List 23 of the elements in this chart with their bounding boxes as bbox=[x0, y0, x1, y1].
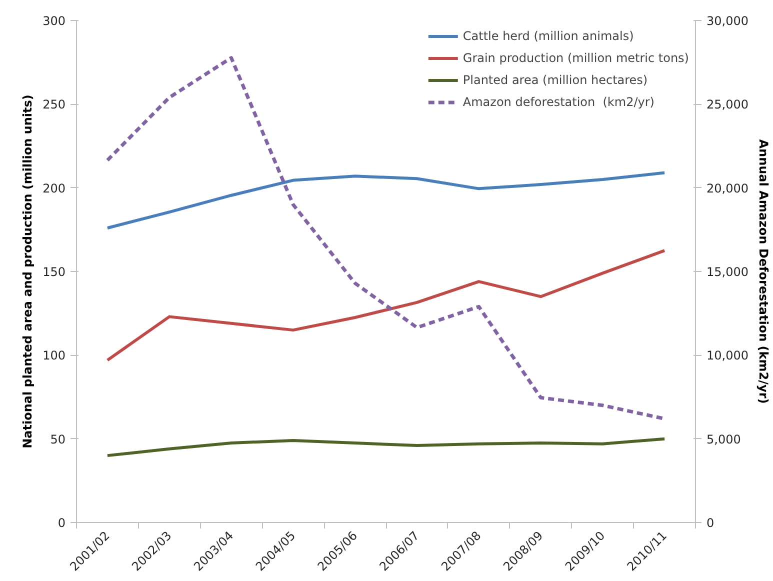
y2-tick-label: 10,000 bbox=[706, 348, 748, 363]
y2-tick-label: 25,000 bbox=[706, 98, 748, 112]
y2-tick-label: 30,000 bbox=[706, 14, 748, 28]
y-tick-label: 250 bbox=[42, 98, 66, 112]
legend-label: Grain production (million metric tons) bbox=[462, 51, 689, 65]
line-series bbox=[106, 171, 666, 230]
y-tick-label: 0 bbox=[58, 516, 66, 530]
y-tick-label: 100 bbox=[42, 348, 66, 363]
y2-axis-title: Annual Amazon Deforestation (km2/yr) bbox=[756, 139, 770, 404]
y2-tick-label: 0 bbox=[706, 516, 714, 530]
y-tick-label: 300 bbox=[42, 14, 66, 28]
y2-tick-label: 15,000 bbox=[706, 265, 748, 279]
legend-label: Planted area (million hectares) bbox=[462, 73, 648, 87]
y-tick-label: 200 bbox=[42, 181, 66, 196]
y2-tick-label: 20,000 bbox=[706, 181, 748, 196]
y-tick-label: 150 bbox=[42, 265, 66, 279]
line-series bbox=[106, 249, 666, 362]
line-series bbox=[106, 437, 666, 458]
y-axis-title: National planted area and production (million units) bbox=[20, 94, 35, 448]
y-tick-label: 50 bbox=[50, 432, 66, 446]
legend-label: Cattle herd (million animals) bbox=[462, 29, 634, 43]
legend-label: Amazon deforestation (km2/yr) bbox=[462, 95, 654, 109]
y2-tick-label: 5,000 bbox=[706, 432, 741, 446]
